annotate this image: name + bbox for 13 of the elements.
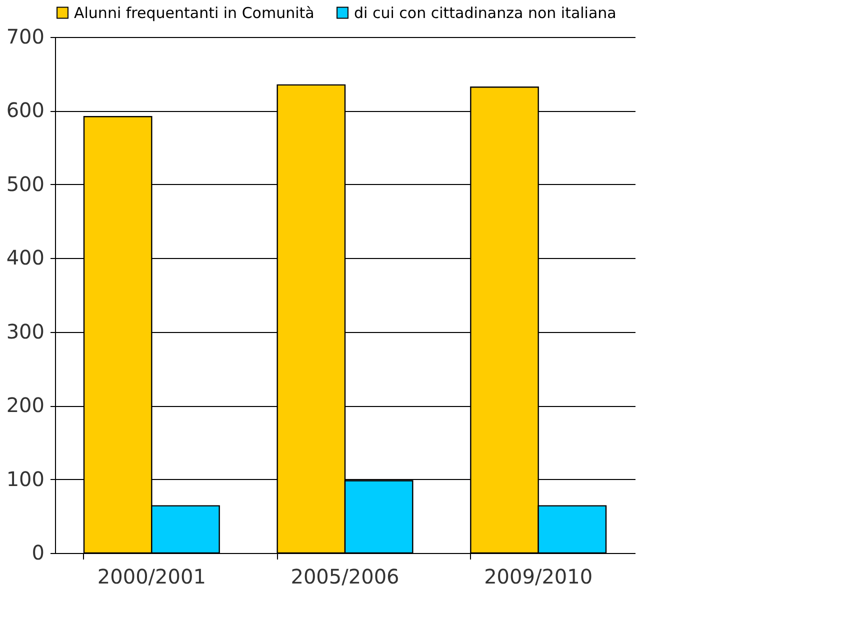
legend-label: Alunni frequentanti in Comunità bbox=[74, 4, 314, 22]
y-tick-label: 300 bbox=[6, 319, 44, 344]
y-tick-label: 600 bbox=[6, 98, 44, 122]
legend-label: di cui con cittadinanza non italiana bbox=[354, 4, 616, 22]
y-tick-label: 0 bbox=[32, 540, 44, 564]
y-tick-label: 400 bbox=[6, 246, 44, 270]
x-tick-label: 2000/2001 bbox=[97, 564, 206, 588]
y-tick-label: 500 bbox=[6, 172, 44, 196]
x-tick-label: 2009/2010 bbox=[484, 564, 593, 588]
y-tick-label: 100 bbox=[6, 466, 44, 491]
x-tick-label: 2005/2006 bbox=[290, 564, 400, 588]
y-tick-label: 700 bbox=[6, 24, 44, 48]
y-tick-label: 200 bbox=[6, 393, 44, 418]
